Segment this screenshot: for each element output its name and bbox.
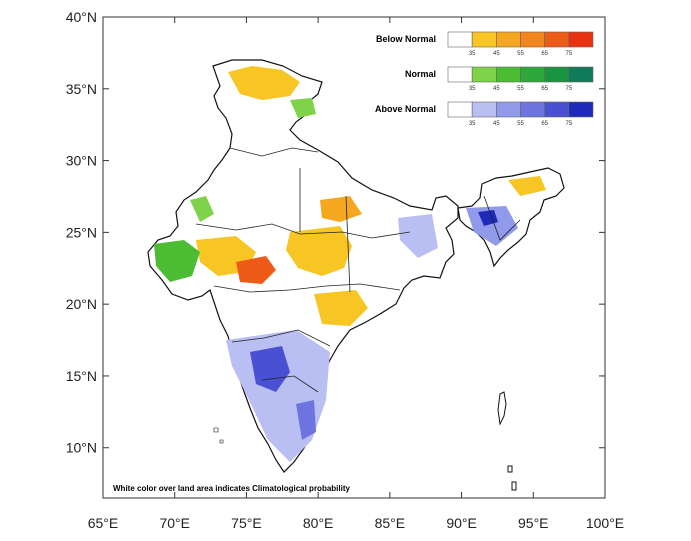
below-normal-up-patch <box>320 196 362 222</box>
lakshadweep-islands <box>213 427 224 444</box>
legend-tick-label: 75 <box>565 51 572 57</box>
legend-swatch <box>568 31 594 48</box>
lat-tick-label: 30°N <box>66 153 97 169</box>
legend-swatch <box>471 101 497 118</box>
legend-swatch <box>544 66 570 83</box>
legend-swatch <box>447 101 473 118</box>
boundary-line <box>229 147 319 157</box>
lon-tick-label: 100°E <box>586 515 624 531</box>
above-normal-regions <box>226 206 518 462</box>
legend-tick-label: 55 <box>517 86 524 92</box>
legend-swatch <box>568 101 594 118</box>
above-normal-south-core <box>250 346 290 392</box>
normal-regions <box>154 98 316 282</box>
boundary-line <box>483 195 521 241</box>
lat-tick-label: 40°N <box>66 9 97 25</box>
normal-north-patch <box>290 98 316 118</box>
above-normal-ne-core <box>478 210 498 226</box>
below-normal-jk-patch <box>228 66 300 100</box>
normal-gujarat-patch <box>154 240 200 282</box>
boundary-line <box>345 195 351 293</box>
lat-tick-label: 10°N <box>66 440 97 456</box>
above-normal-tn-core <box>296 400 316 440</box>
footnote: White color over land area indicates Cli… <box>113 484 350 493</box>
legend-swatch <box>520 101 545 118</box>
legend-tick-label: 35 <box>469 51 476 57</box>
above-normal-ne-patch <box>466 206 518 246</box>
boundary-line <box>195 223 411 239</box>
boundary-line <box>261 375 319 393</box>
legend-tick-label: 45 <box>493 86 500 92</box>
lon-tick-label: 70°E <box>159 515 190 531</box>
legend-swatch <box>568 66 594 83</box>
legend-tick-label: 55 <box>517 121 524 127</box>
latitude-axis: 40°N 35°N 30°N 25°N 20°N 15°N 10°N <box>66 9 605 456</box>
legend-tick-label: 45 <box>493 121 500 127</box>
lon-tick-label: 90°E <box>446 515 477 531</box>
legend-tick-label: 65 <box>541 51 548 57</box>
legend-swatch <box>544 101 570 118</box>
lon-tick-label: 65°E <box>88 515 119 531</box>
legend-tick-label: 65 <box>541 121 548 127</box>
lat-tick-label: 25°N <box>66 224 97 240</box>
legend-swatch <box>496 66 521 83</box>
legend-swatch <box>544 31 570 48</box>
lat-tick-label: 20°N <box>66 296 97 312</box>
legend-title: Above Normal <box>375 104 436 114</box>
legend-tick-label: 65 <box>541 86 548 92</box>
legend-swatch <box>471 31 497 48</box>
state-boundaries <box>195 147 521 393</box>
boundary-line <box>231 329 331 347</box>
legend-title: Normal <box>405 69 436 79</box>
below-normal-regions <box>196 66 546 326</box>
legend-tick-label: 35 <box>469 86 476 92</box>
lon-tick-label: 80°E <box>303 515 334 531</box>
below-normal-ne-patch <box>508 176 546 196</box>
lon-tick-label: 95°E <box>518 515 549 531</box>
longitude-axis: 65°E 70°E 75°E 80°E 85°E 90°E 95°E 100°E <box>88 17 624 531</box>
below-normal-central-patch <box>286 226 352 276</box>
legend-swatch <box>447 66 473 83</box>
nicobar-islands <box>507 465 517 491</box>
legend-swatch <box>520 66 545 83</box>
legend-tick-label: 35 <box>469 121 476 127</box>
legend-tick-label: 55 <box>517 51 524 57</box>
andaman-islands <box>497 391 507 426</box>
legend-swatch <box>447 31 473 48</box>
legend-tick-label: 75 <box>565 121 572 127</box>
lon-tick-label: 75°E <box>231 515 262 531</box>
legend-tick-label: 45 <box>493 51 500 57</box>
below-normal-hotspot <box>236 256 276 284</box>
lon-tick-label: 85°E <box>375 515 406 531</box>
legend-title: Below Normal <box>376 34 436 44</box>
normal-rajasthan-patch <box>190 196 214 222</box>
lat-tick-label: 35°N <box>66 81 97 97</box>
legend-swatch <box>471 66 497 83</box>
legend-swatch <box>496 101 521 118</box>
below-normal-east-patch <box>314 290 368 326</box>
lat-tick-label: 15°N <box>66 368 97 384</box>
legend-swatch <box>520 31 545 48</box>
boundary-line <box>213 283 401 293</box>
above-normal-bengal-patch <box>398 214 438 258</box>
legend-swatch <box>496 31 521 48</box>
legend-tick-label: 75 <box>565 86 572 92</box>
legend: Below Normal 35 45 55 65 75 Normal 35 45 55 65 75 Ab… <box>375 31 594 127</box>
